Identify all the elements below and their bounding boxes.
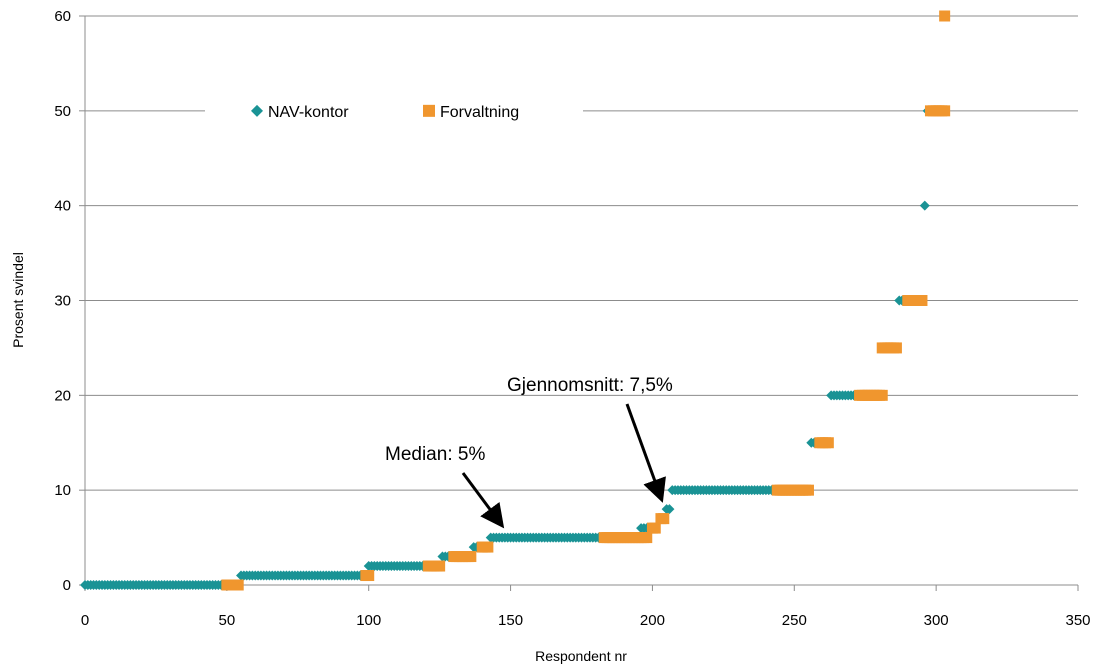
y-tick-label: 30: [54, 293, 71, 310]
data-point-forvaltning: [434, 560, 446, 572]
annotations: Median: 5% Gjennomsnitt: 7,5%: [385, 375, 673, 529]
data-point-forvaltning: [658, 513, 670, 525]
series-nav-kontor: [80, 105, 936, 590]
x-tick-label: 250: [782, 612, 807, 629]
x-tick-label: 100: [356, 612, 381, 629]
data-point-forvaltning: [916, 295, 928, 306]
annotation-median: Median: 5%: [385, 444, 485, 465]
x-axis-title: Respondent nr: [535, 648, 627, 664]
data-point-forvaltning: [649, 522, 661, 534]
data-point-forvaltning: [482, 541, 494, 553]
y-tick-label: 0: [63, 577, 71, 594]
legend-marker-nav-kontor: [251, 104, 263, 117]
data-point-forvaltning: [363, 570, 375, 582]
x-tick-label: 0: [81, 612, 89, 629]
x-tick-label: 50: [219, 612, 236, 629]
data-point-forvaltning: [802, 484, 814, 496]
data-point-nav-kontor: [919, 200, 930, 211]
annotation-median-arrow: [461, 472, 505, 529]
data-point-forvaltning: [939, 105, 951, 117]
x-tick-label: 200: [640, 612, 665, 629]
data-point-forvaltning: [465, 551, 477, 563]
data-point-forvaltning: [641, 532, 653, 544]
axes: [79, 15, 1079, 591]
legend-label-forvaltning: Forvaltning: [440, 104, 519, 121]
legend-label-nav-kontor: NAV-kontor: [268, 104, 349, 121]
y-tick-label: 20: [54, 387, 71, 404]
series-forvaltning: [221, 10, 951, 591]
x-tick-label: 350: [1065, 612, 1090, 629]
annotation-average: Gjennomsnitt: 7,5%: [507, 375, 673, 396]
legend: NAV-kontor Forvaltning: [205, 94, 583, 127]
y-tick-label: 60: [54, 8, 71, 25]
data-point-forvaltning: [232, 579, 244, 591]
data-point-forvaltning: [890, 342, 902, 354]
data-points: [80, 10, 951, 591]
y-tick-label: 10: [54, 482, 71, 499]
gridlines: [85, 15, 1078, 491]
y-tick-label: 40: [54, 198, 71, 215]
y-tick-labels: 0 10 20 30 40 50 60: [54, 8, 71, 594]
data-point-forvaltning: [876, 389, 888, 401]
x-tick-label: 300: [924, 612, 949, 629]
annotation-average-arrow: [625, 403, 666, 503]
legend-marker-forvaltning: [423, 104, 435, 117]
data-point-forvaltning: [939, 10, 951, 22]
data-point-forvaltning: [822, 437, 834, 449]
y-axis-title: Prosent svindel: [10, 252, 26, 348]
y-tick-label: 50: [54, 103, 71, 120]
legend-box: [205, 94, 583, 127]
data-point-nav-kontor: [664, 504, 675, 515]
x-tick-labels: 0 50 100 150 200 250 300 350: [81, 612, 1091, 629]
x-tick-label: 150: [498, 612, 523, 629]
